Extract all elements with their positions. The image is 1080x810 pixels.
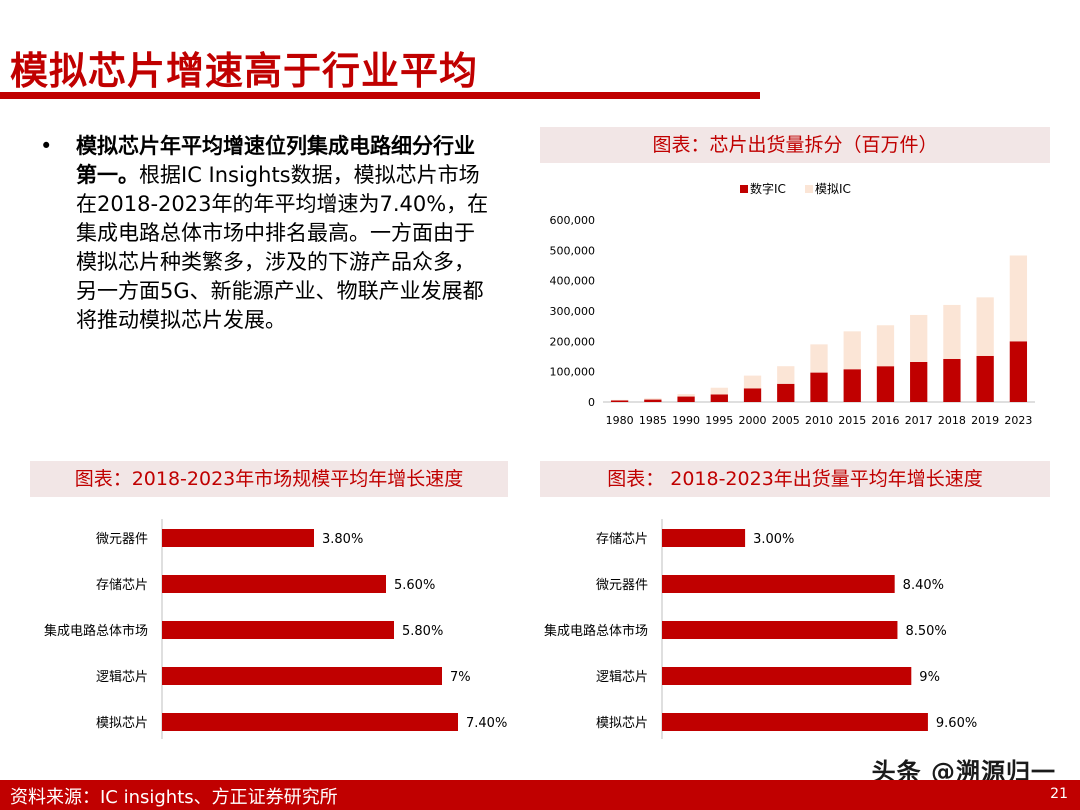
bar-digital	[777, 383, 795, 402]
bullet-body: 根据IC Insights数据，模拟芯片市场在2018-2023年的年平均增速为…	[76, 163, 489, 332]
y-tick-label: 200,000	[550, 335, 596, 348]
x-tick-label: 2019	[971, 414, 999, 427]
chart1-title: 图表：芯片出货量拆分（百万件）	[540, 127, 1050, 163]
x-tick-label: 2016	[871, 414, 899, 427]
shipment-stacked-chart: 数字IC 模拟IC 0 100,000 200,000 300,000 400,000 500…	[550, 181, 1035, 427]
bar-digital	[943, 358, 961, 402]
x-tick-label: 1990	[672, 414, 700, 427]
bar-analog	[644, 398, 662, 400]
bar	[662, 575, 895, 593]
x-tick-label: 2005	[772, 414, 800, 427]
bar-digital	[710, 394, 728, 402]
category-label: 逻辑芯片	[96, 670, 148, 685]
bar-digital	[743, 388, 762, 402]
data-label: 8.50%	[905, 624, 946, 639]
x-tick-label: 2017	[905, 414, 933, 427]
data-label: 5.60%	[394, 578, 435, 593]
category-label: 微元器件	[96, 532, 148, 547]
bar	[162, 621, 394, 639]
bullet-block: • 模拟芯片年平均增速位列集成电路细分行业第一。根据IC Insights数据，…	[40, 132, 490, 335]
bar-digital	[1009, 341, 1028, 402]
category-label: 逻辑芯片	[596, 670, 648, 685]
data-label: 7%	[450, 670, 471, 685]
bar-digital	[610, 400, 629, 402]
x-tick-label: 1985	[639, 414, 667, 427]
bar-analog	[743, 375, 762, 389]
bar-digital	[876, 366, 895, 402]
page-number: 21	[1050, 786, 1068, 802]
bar-digital	[976, 355, 994, 402]
bar-analog	[910, 314, 928, 362]
x-tick-label: 2000	[739, 414, 767, 427]
category-label: 集成电路总体市场	[44, 623, 148, 639]
bar-analog	[943, 304, 961, 359]
bar	[162, 575, 386, 593]
data-label: 7.40%	[466, 716, 507, 731]
data-label: 9%	[919, 670, 940, 685]
bar-analog	[1009, 255, 1028, 342]
bar	[662, 621, 898, 639]
x-tick-label: 1980	[606, 414, 634, 427]
bar-digital	[843, 369, 861, 402]
bullet-bold: 模拟芯片年平均增速位列集成电路细分行业第一。	[76, 134, 475, 187]
chart2-title: 图表：2018-2023年市场规模平均年增长速度	[30, 461, 508, 497]
footer-bar	[0, 780, 1080, 810]
bar	[662, 667, 912, 685]
bar	[162, 667, 442, 685]
market-growth-chart: 微元器件 3.80% 存储芯片 5.60% 集成电路总体市场 5.80% 逻辑芯片 7% 模拟芯…	[44, 519, 507, 739]
category-label: 微元器件	[596, 578, 648, 593]
y-tick-label: 300,000	[550, 305, 596, 318]
x-tick-label: 2023	[1004, 414, 1032, 427]
footer-source: 资料来源：IC insights、方正证券研究所	[10, 787, 338, 808]
bar-analog	[610, 399, 629, 401]
bar-analog	[976, 297, 994, 356]
bar-analog	[710, 387, 728, 395]
data-label: 5.80%	[402, 624, 443, 639]
bar-analog	[777, 366, 795, 384]
legend-swatch-1	[805, 185, 813, 193]
x-tick-label: 2018	[938, 414, 966, 427]
bar-digital	[910, 361, 928, 402]
bar	[662, 713, 928, 731]
bar	[662, 529, 746, 547]
category-label: 集成电路总体市场	[544, 623, 648, 639]
legend-label-0: 数字IC	[750, 181, 786, 196]
category-label: 存储芯片	[596, 532, 648, 547]
bar-digital	[810, 372, 828, 402]
category-label: 存储芯片	[96, 578, 148, 593]
x-tick-label: 2010	[805, 414, 833, 427]
y-tick-label: 100,000	[550, 366, 596, 379]
y-tick-label: 500,000	[550, 244, 596, 257]
legend-label-1: 模拟IC	[815, 182, 851, 196]
bar-analog	[810, 344, 828, 373]
shipment-growth-chart: 存储芯片 3.00% 微元器件 8.40% 集成电路总体市场 8.50% 逻辑芯片 9% 模拟芯…	[544, 519, 977, 739]
y-tick-label: 400,000	[550, 275, 596, 288]
y-tick-label: 0	[588, 396, 595, 409]
bar-digital	[644, 399, 662, 402]
category-label: 模拟芯片	[596, 716, 648, 731]
bar-analog	[843, 331, 861, 370]
legend-swatch-0	[740, 185, 748, 193]
bar-analog	[876, 325, 895, 367]
bar	[162, 713, 458, 731]
bar-analog	[677, 394, 695, 397]
data-label: 9.60%	[936, 716, 977, 731]
page-title: 模拟芯片增速高于行业平均	[10, 49, 479, 93]
y-tick-label: 600,000	[550, 214, 596, 227]
bar	[162, 529, 314, 547]
bar-digital	[677, 396, 695, 402]
data-label: 8.40%	[903, 578, 944, 593]
data-label: 3.00%	[753, 532, 794, 547]
title-underline	[0, 92, 760, 99]
chart3-title: 图表： 2018-2023年出货量平均年增长速度	[540, 461, 1050, 497]
bullet-text: 模拟芯片年平均增速位列集成电路细分行业第一。根据IC Insights数据，模拟…	[76, 132, 490, 335]
category-label: 模拟芯片	[96, 716, 148, 731]
x-tick-label: 1995	[705, 414, 733, 427]
bullet-dot-icon: •	[40, 134, 53, 158]
x-tick-label: 2015	[838, 414, 866, 427]
data-label: 3.80%	[322, 532, 363, 547]
